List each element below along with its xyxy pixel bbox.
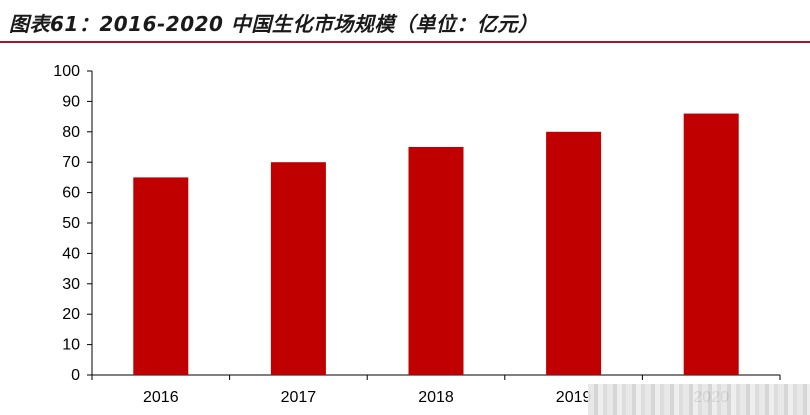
y-tick-label: 30 (62, 276, 80, 293)
bar-2016 (133, 177, 189, 375)
y-tick-label: 20 (62, 306, 80, 323)
y-tick-label: 100 (53, 63, 80, 80)
bars (133, 113, 739, 375)
bar-2019 (546, 131, 602, 375)
watermark-mosaic (588, 384, 810, 415)
bar-2018 (408, 147, 464, 375)
y-tick-label: 70 (62, 154, 80, 171)
x-tick-label: 2018 (418, 389, 454, 406)
x-tick-label: 2016 (143, 389, 179, 406)
y-tick-label: 40 (62, 245, 80, 262)
x-tick-label: 2019 (556, 389, 592, 406)
x-tick-label: 2017 (281, 389, 317, 406)
y-tick-label: 0 (71, 367, 80, 384)
chart-title: 图表61：2016-2020 中国生化市场规模（单位：亿元） (9, 12, 539, 36)
bar-2017 (270, 162, 326, 375)
y-tick-label: 10 (62, 337, 80, 354)
y-tick-label: 50 (62, 215, 80, 232)
y-axis: 0 10 20 30 40 50 60 70 80 90 100 (53, 63, 93, 384)
title-divider (0, 41, 810, 43)
bar-2020 (683, 113, 739, 375)
y-tick-label: 90 (62, 93, 80, 110)
y-tick-label: 60 (62, 185, 80, 202)
y-tick-label: 80 (62, 124, 80, 141)
